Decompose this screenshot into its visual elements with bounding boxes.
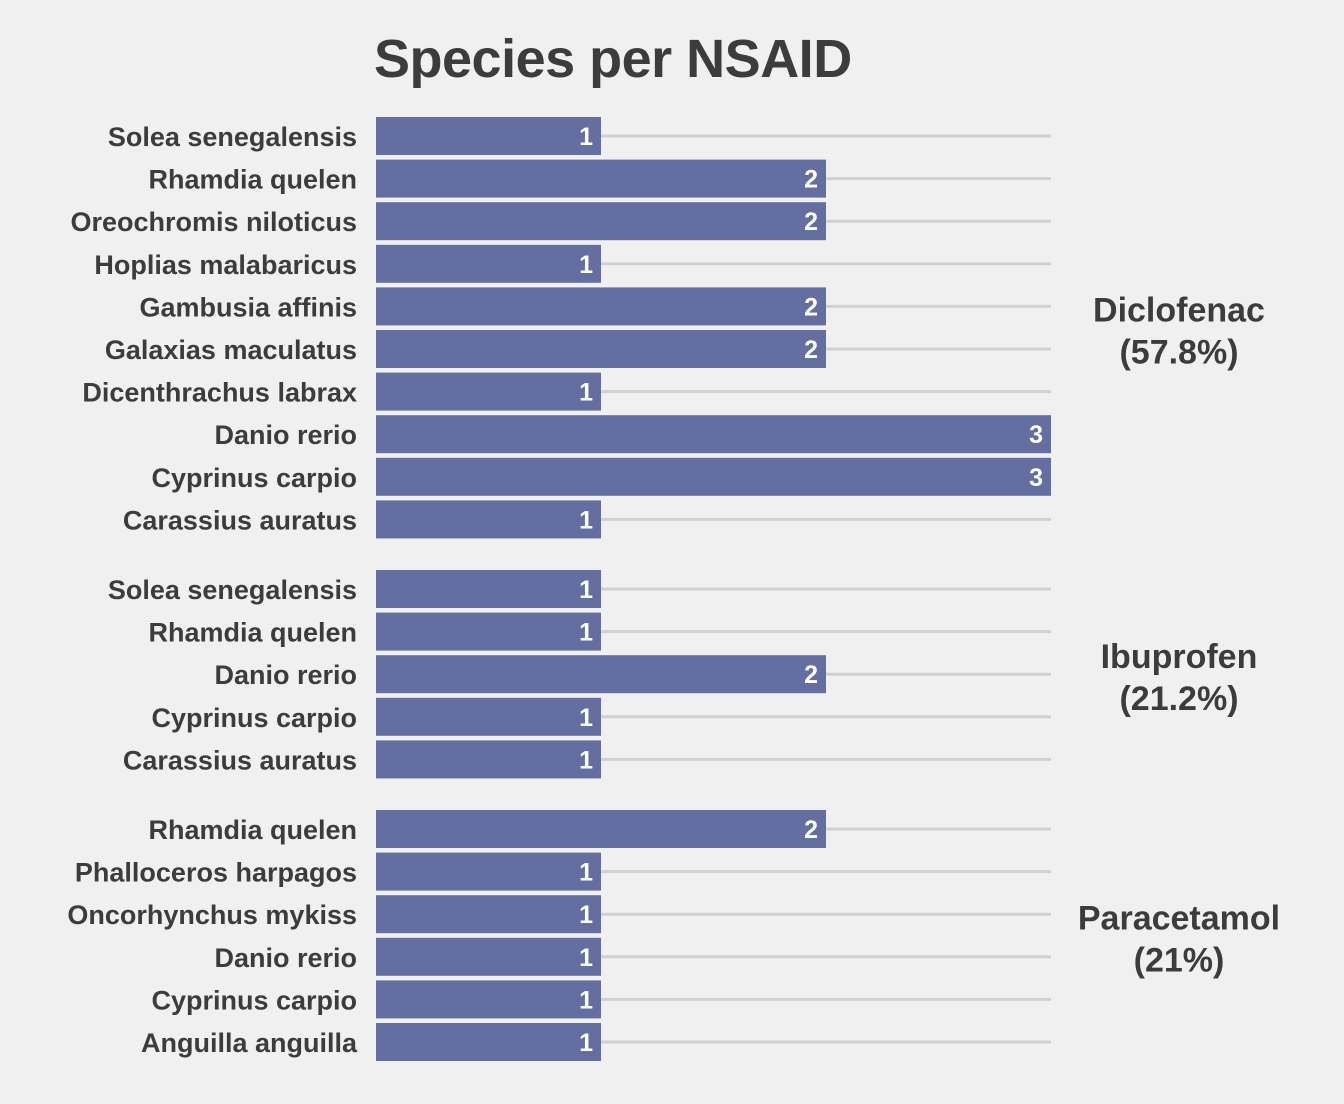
bar [376,852,601,891]
category-label: Rhamdia quelen [148,618,357,648]
data-label: 2 [804,293,818,321]
bar [376,810,826,848]
data-label: 2 [804,661,818,689]
bar [376,330,826,368]
bar [376,980,601,1019]
bar [376,895,601,934]
category-label: Rhamdia quelen [148,165,357,195]
data-label: 1 [579,379,593,407]
bar [376,117,601,155]
bar [376,612,601,651]
category-label: Danio rerio [214,943,357,973]
data-label: 1 [579,251,593,279]
bar [376,1023,601,1061]
group-share-label: (57.8%) [1119,334,1238,372]
bar [376,740,601,779]
category-label: Oreochromis niloticus [70,207,357,237]
data-label: 1 [579,704,593,732]
data-label: 1 [579,944,593,972]
group-label: Ibuprofen [1101,638,1258,676]
category-label: Phalloceros harpagos [75,858,357,888]
bar [376,697,601,736]
data-label: 3 [1029,464,1043,492]
data-label: 1 [579,859,593,887]
chart-title: Species per NSAID [374,29,852,89]
bar [376,287,826,326]
group-share-label: (21.2%) [1119,680,1238,718]
data-label: 1 [579,901,593,929]
category-label: Carassius auratus [123,745,357,775]
category-label: Hoplias malabaricus [94,250,357,280]
group-label: Paracetamol [1078,900,1280,938]
bar [376,655,826,694]
data-label: 2 [804,816,818,844]
category-label: Anguilla anguilla [141,1028,358,1058]
bar [376,570,601,608]
data-label: 1 [579,1029,593,1057]
data-label: 3 [1029,421,1043,449]
data-label: 1 [579,746,593,774]
category-label: Danio rerio [214,420,357,450]
bar [376,415,1051,454]
bar [376,202,826,241]
data-label: 1 [579,619,593,647]
category-label: Dicenthrachus labrax [82,378,357,408]
data-label: 1 [579,123,593,151]
category-label: Danio rerio [214,660,357,690]
category-label: Oncorhynchus mykiss [67,900,357,930]
bar [376,244,601,283]
category-label: Carassius auratus [123,505,357,535]
category-label: Cyprinus carpio [151,463,357,493]
data-label: 1 [579,576,593,604]
category-label: Cyprinus carpio [151,703,357,733]
category-label: Cyprinus carpio [151,985,357,1015]
data-label: 1 [579,506,593,534]
bar [376,937,601,976]
category-label: Solea senegalensis [108,575,357,605]
bar [376,372,601,411]
data-label: 2 [804,336,818,364]
category-label: Gambusia affinis [139,292,357,322]
data-label: 1 [579,986,593,1014]
data-label: 2 [804,208,818,236]
bar [376,457,1051,496]
bar [376,159,826,198]
category-label: Rhamdia quelen [148,815,357,845]
category-label: Solea senegalensis [108,122,357,152]
group-label: Diclofenac [1093,292,1265,330]
bar [376,500,601,539]
group-share-label: (21%) [1134,942,1225,980]
category-label: Galaxias maculatus [105,335,357,365]
data-label: 2 [804,166,818,194]
